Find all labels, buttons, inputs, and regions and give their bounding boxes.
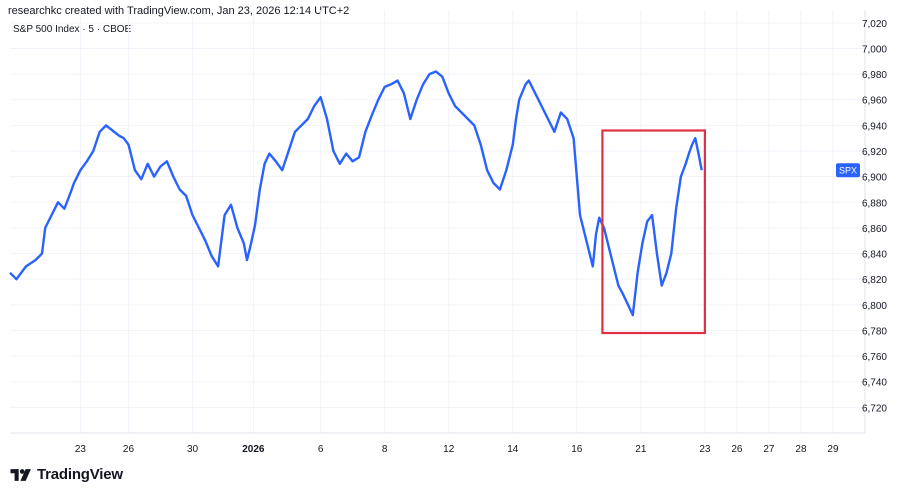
- series-line-spx: [9, 70, 703, 317]
- x-tick-label: 21: [635, 444, 647, 455]
- highlight-rectangle[interactable]: [601, 129, 706, 335]
- y-tick-label: 6,860: [862, 224, 887, 235]
- x-tick-label: 6: [318, 444, 324, 455]
- x-tick-label: 2026: [242, 444, 265, 455]
- y-tick-label: 6,840: [862, 250, 887, 261]
- y-tick-label: 6,920: [862, 147, 887, 158]
- y-tick-label: 6,720: [862, 403, 887, 414]
- x-tick-label: 8: [382, 444, 388, 455]
- y-axis-ticks: 6,720 6,740 6,760 6,780 6,800 6,820 6,840 6,860…: [862, 19, 887, 415]
- y-tick-label: 6,940: [862, 121, 887, 132]
- tradingview-logo-icon: [10, 468, 31, 481]
- grid-lines: [10, 10, 865, 433]
- x-tick-label: 28: [795, 444, 807, 455]
- x-tick-label: 23: [699, 444, 711, 455]
- brand[interactable]: TradingView: [10, 466, 123, 483]
- y-tick-label: 6,900: [862, 173, 887, 184]
- y-tick-label: 6,740: [862, 378, 887, 389]
- x-tick-label: 26: [731, 444, 743, 455]
- y-tick-label: 6,880: [862, 198, 887, 209]
- brand-name: TradingView: [37, 466, 123, 483]
- x-tick-label: 30: [187, 444, 199, 455]
- x-tick-label: 27: [763, 444, 775, 455]
- y-tick-label: 6,960: [862, 96, 887, 107]
- y-tick-label: 6,820: [862, 275, 887, 286]
- x-axis-ticks: 23 26 30 2026 6 8 12 14 16 21 23 26 27 28 29: [75, 444, 839, 455]
- chart-symbol-title: S&P 500 Index · 5 · CBOE: [13, 24, 132, 35]
- y-tick-label: 6,800: [862, 301, 887, 312]
- y-tick-label: 6,760: [862, 352, 887, 363]
- price-tag-label: SPX: [839, 166, 857, 176]
- chart-attribution: researchkc created with TradingView.com,…: [8, 5, 350, 17]
- x-tick-label: 12: [443, 444, 455, 455]
- y-tick-label: 6,780: [862, 326, 887, 337]
- series-layer: [9, 70, 703, 317]
- annotation-layer: [601, 129, 706, 335]
- x-tick-label: 16: [571, 444, 583, 455]
- price-tag-layer: SPX: [836, 163, 860, 178]
- price-tag: [836, 163, 860, 178]
- x-tick-label: 23: [75, 444, 87, 455]
- y-tick-label: 7,000: [862, 44, 887, 55]
- y-tick-label: 6,980: [862, 70, 887, 81]
- x-tick-label: 26: [123, 444, 135, 455]
- x-tick-label: 14: [507, 444, 519, 455]
- x-tick-label: 29: [827, 444, 839, 455]
- y-tick-label: 7,020: [862, 19, 887, 30]
